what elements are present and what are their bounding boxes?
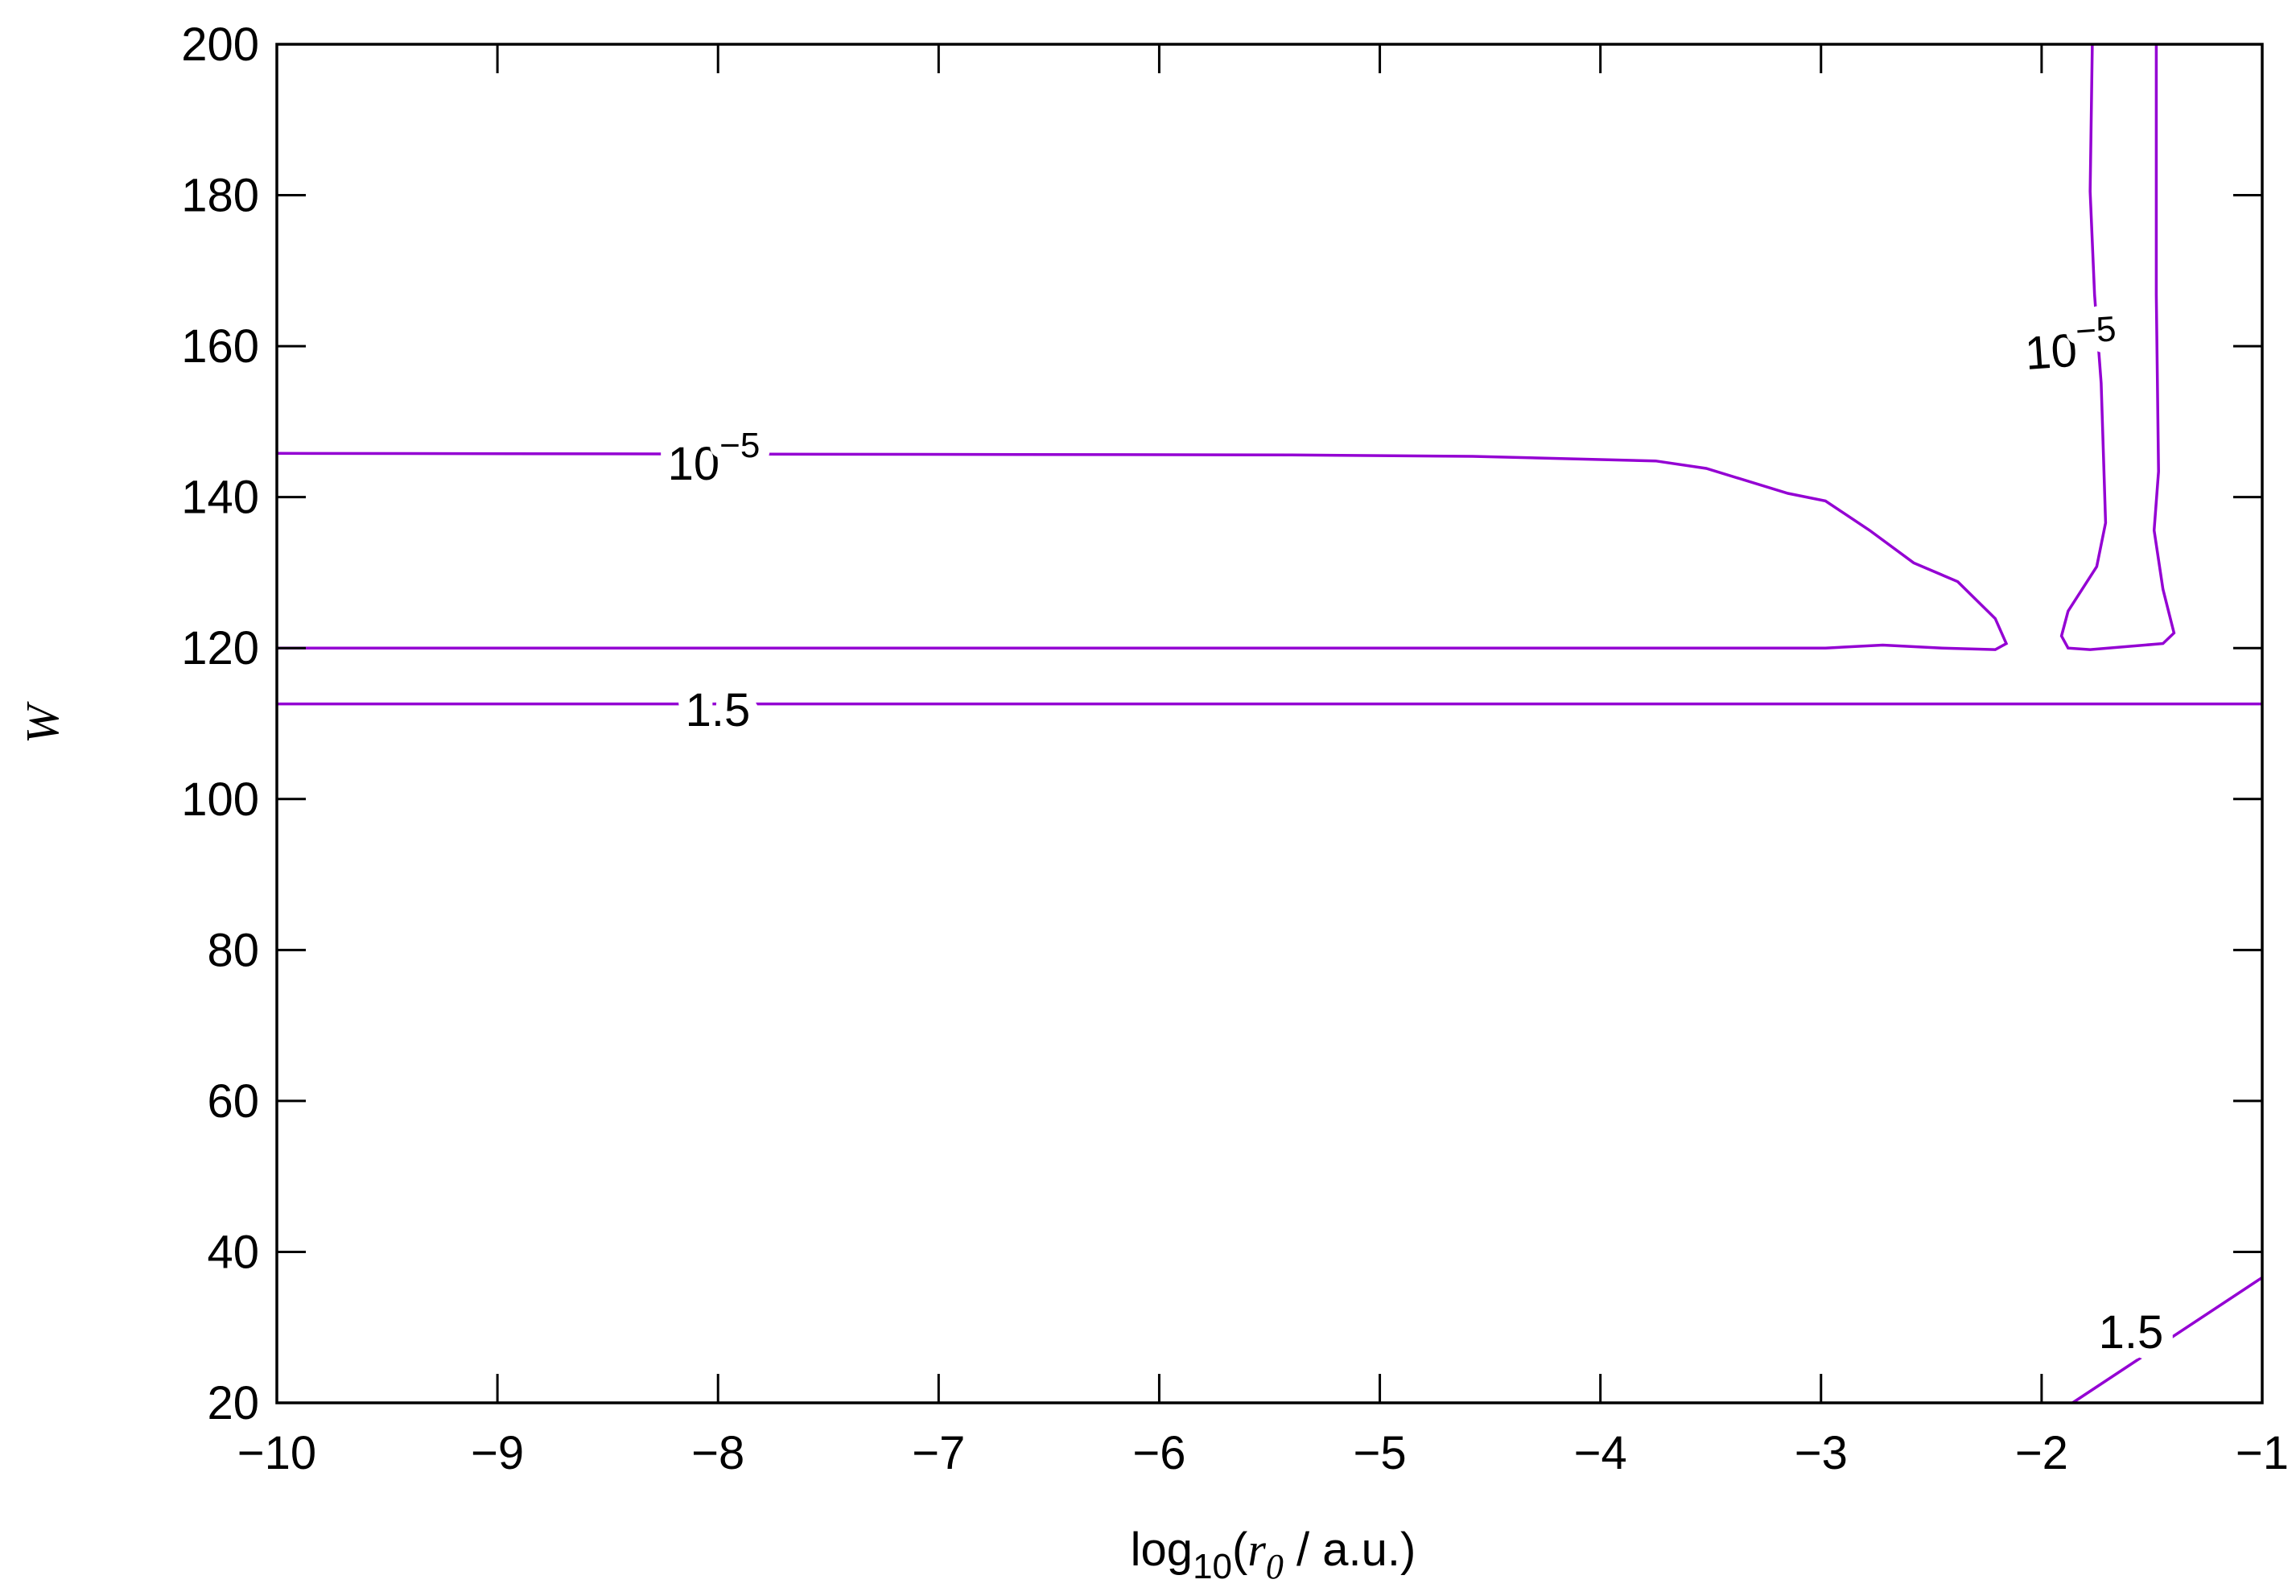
y-tick-label: 40 xyxy=(207,1226,259,1278)
x-tick-label: −7 xyxy=(912,1427,965,1479)
x-tick-label: −2 xyxy=(2015,1427,2068,1479)
y-tick-label: 180 xyxy=(181,170,259,222)
x-tick-label: −8 xyxy=(691,1427,744,1479)
y-tick-label: 160 xyxy=(181,320,259,373)
x-tick-label: −9 xyxy=(471,1427,524,1479)
x-axis-label-part: 0 xyxy=(1266,1547,1284,1586)
x-axis-label-part: r xyxy=(1247,1524,1266,1576)
x-tick-label: −1 xyxy=(2236,1427,2289,1479)
plot-background xyxy=(277,44,2262,1403)
y-tick-label: 200 xyxy=(181,19,259,71)
x-tick-label: −10 xyxy=(237,1427,316,1479)
contour-line xyxy=(2071,1276,2263,1404)
contour-label-sup: −5 xyxy=(2074,309,2117,351)
contour-label: 1.5 xyxy=(2099,1306,2164,1359)
x-axis-label-part: / a.u.) xyxy=(1284,1524,1416,1576)
x-tick-label: −4 xyxy=(1574,1427,1627,1479)
x-axis-label: log10(r0 / a.u.) xyxy=(1131,1524,1416,1586)
x-axis-label-part: 10 xyxy=(1193,1547,1232,1586)
x-tick-label: −3 xyxy=(1795,1427,1848,1479)
y-tick-label: 120 xyxy=(181,622,259,674)
contour-label-text: 10 xyxy=(2023,324,2079,380)
contour-line xyxy=(2059,43,2176,651)
contour-label-sup: −5 xyxy=(719,426,760,465)
contour-label-text: 1.5 xyxy=(2099,1306,2164,1359)
x-axis-label-part: log xyxy=(1131,1524,1193,1576)
x-tick-label: −6 xyxy=(1132,1427,1185,1479)
y-tick-label: 80 xyxy=(207,924,259,976)
contour-label: 1.5 xyxy=(686,684,751,736)
y-tick-label: 100 xyxy=(181,773,259,826)
contour-label: 10−5 xyxy=(668,426,761,490)
y-axis-label: W xyxy=(16,701,68,744)
contour-label-text: 1.5 xyxy=(686,684,751,736)
x-axis-label-part: ( xyxy=(1232,1524,1247,1576)
x-tick-label: −5 xyxy=(1353,1427,1406,1479)
y-tick-label: 140 xyxy=(181,472,259,524)
plot-frame xyxy=(275,43,2264,1404)
y-tick-label: 60 xyxy=(207,1075,259,1128)
contour-line xyxy=(276,452,2009,651)
contour-label-text: 10 xyxy=(668,438,720,490)
y-tick-label: 20 xyxy=(207,1377,259,1429)
